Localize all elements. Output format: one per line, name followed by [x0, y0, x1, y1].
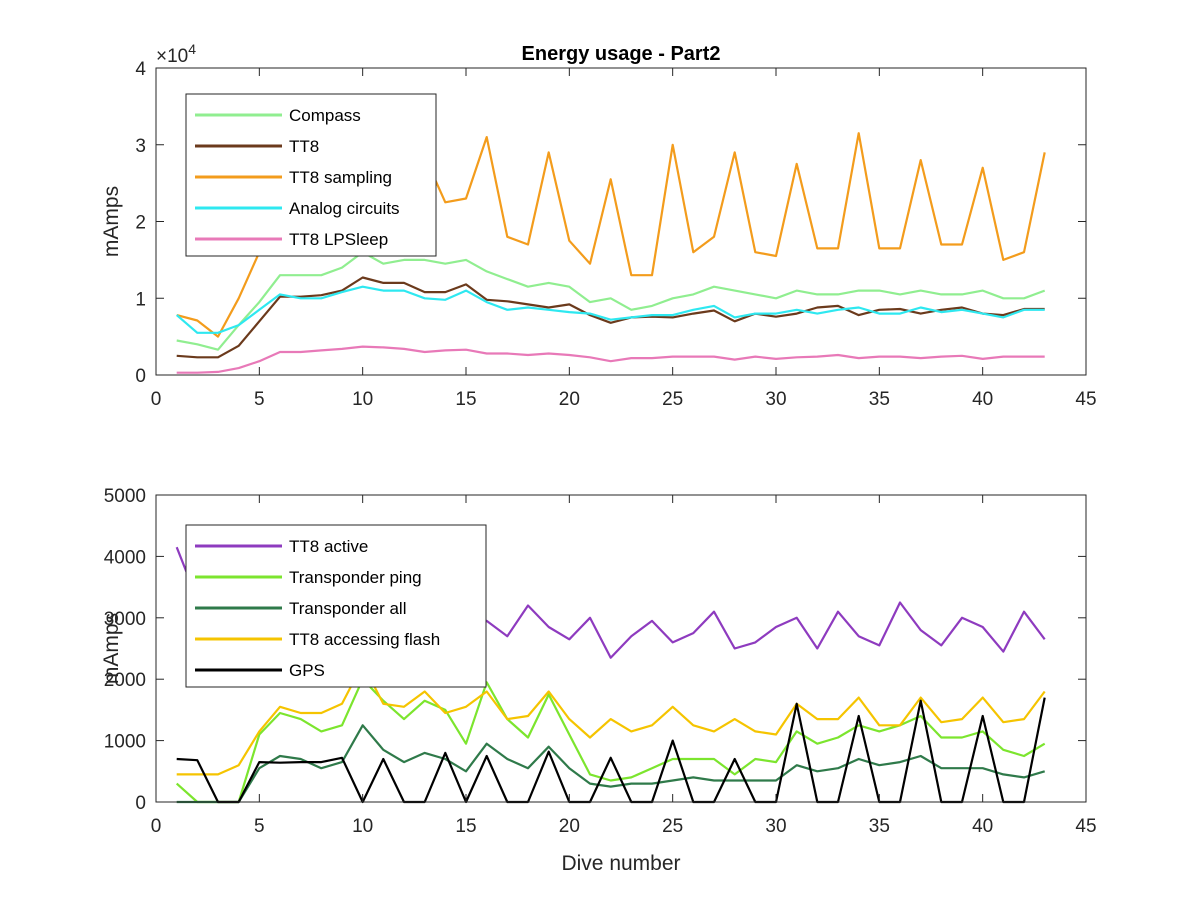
y-tick-label: 3000 — [104, 609, 146, 630]
x-tick-label: 30 — [765, 389, 786, 410]
y-tick-label: 2 — [135, 213, 146, 234]
legend-entry-label: Compass — [289, 106, 361, 125]
x-tick-label: 25 — [662, 389, 683, 410]
y-exponent-label: ×104 — [156, 41, 196, 67]
legend-entry-label: TT8 sampling — [289, 168, 392, 187]
y-axis-label: mAmps — [100, 186, 123, 257]
x-tick-label: 45 — [1075, 816, 1096, 837]
x-tick-label: 35 — [869, 389, 890, 410]
y-tick-label: 2000 — [104, 670, 146, 691]
y-tick-label: 5000 — [104, 486, 146, 507]
chart-title: Energy usage - Part2 — [522, 43, 721, 65]
legend-box — [185, 93, 437, 257]
y-axis-label: mAmps — [100, 613, 123, 684]
legend-entry-label: Transponder all — [289, 599, 407, 618]
chart-panel-1: 0 5 10 15 20 25 30 35 40 45 0 1 2 3 4 ×104 Energy usage … — [100, 41, 1097, 410]
y-tick-label: 0 — [135, 793, 146, 814]
x-tick-label: 15 — [455, 389, 476, 410]
legend-entry-label: TT8 — [289, 137, 319, 156]
series-line-tt8-accessing-flash — [176, 662, 1046, 776]
x-tick-label: 0 — [151, 816, 162, 837]
chart-panel-2: 0 5 10 15 20 25 30 35 40 45 0 1000 2000 3000 4000 5000 m… — [100, 486, 1097, 875]
y-tick-label: 0 — [135, 366, 146, 387]
x-tick-label: 20 — [559, 816, 580, 837]
axes-box — [155, 494, 1087, 803]
legend: TT8 active Transponder ping Transponder al… — [185, 524, 487, 688]
y-tick-label: 3 — [135, 136, 146, 157]
x-tick-label: 5 — [254, 816, 265, 837]
x-axis-label: Dive number — [561, 852, 680, 875]
x-tick-label: 25 — [662, 816, 683, 837]
series-line-tt8-lpsleep — [176, 345, 1045, 374]
x-tick-label: 30 — [765, 816, 786, 837]
x-tick-label: 5 — [254, 389, 265, 410]
legend-entry-label: TT8 accessing flash — [289, 630, 440, 649]
x-tick-label: 10 — [352, 389, 373, 410]
x-tick-label: 20 — [559, 389, 580, 410]
series-line-compass — [176, 251, 1046, 351]
y-tick-label: 4 — [135, 59, 146, 80]
legend-box — [185, 524, 487, 688]
legend-entry-label: GPS — [289, 661, 325, 680]
legend-entry-label: Transponder ping — [289, 568, 422, 587]
x-tick-label: 10 — [352, 816, 373, 837]
series-line-tt8 — [176, 276, 1045, 359]
legend-entry-label: Analog circuits — [289, 199, 400, 218]
x-tick-label: 0 — [151, 389, 162, 410]
x-tick-label: 40 — [972, 389, 993, 410]
y-tick-label: 1 — [135, 289, 146, 310]
x-tick-label: 45 — [1075, 389, 1096, 410]
legend: Compass TT8 TT8 sampling Analog circuits TT8… — [185, 93, 437, 257]
x-tick-label: 35 — [869, 816, 890, 837]
x-tick-label: 40 — [972, 816, 993, 837]
legend-entry-label: TT8 LPSleep — [289, 230, 388, 249]
y-tick-label: 1000 — [104, 732, 146, 753]
x-tick-label: 15 — [455, 816, 476, 837]
series-line-analog-circuits — [175, 285, 1045, 334]
series-line-transponder-all — [176, 724, 1046, 804]
legend-entry-label: TT8 active — [289, 537, 368, 556]
y-tick-label: 4000 — [104, 547, 146, 568]
